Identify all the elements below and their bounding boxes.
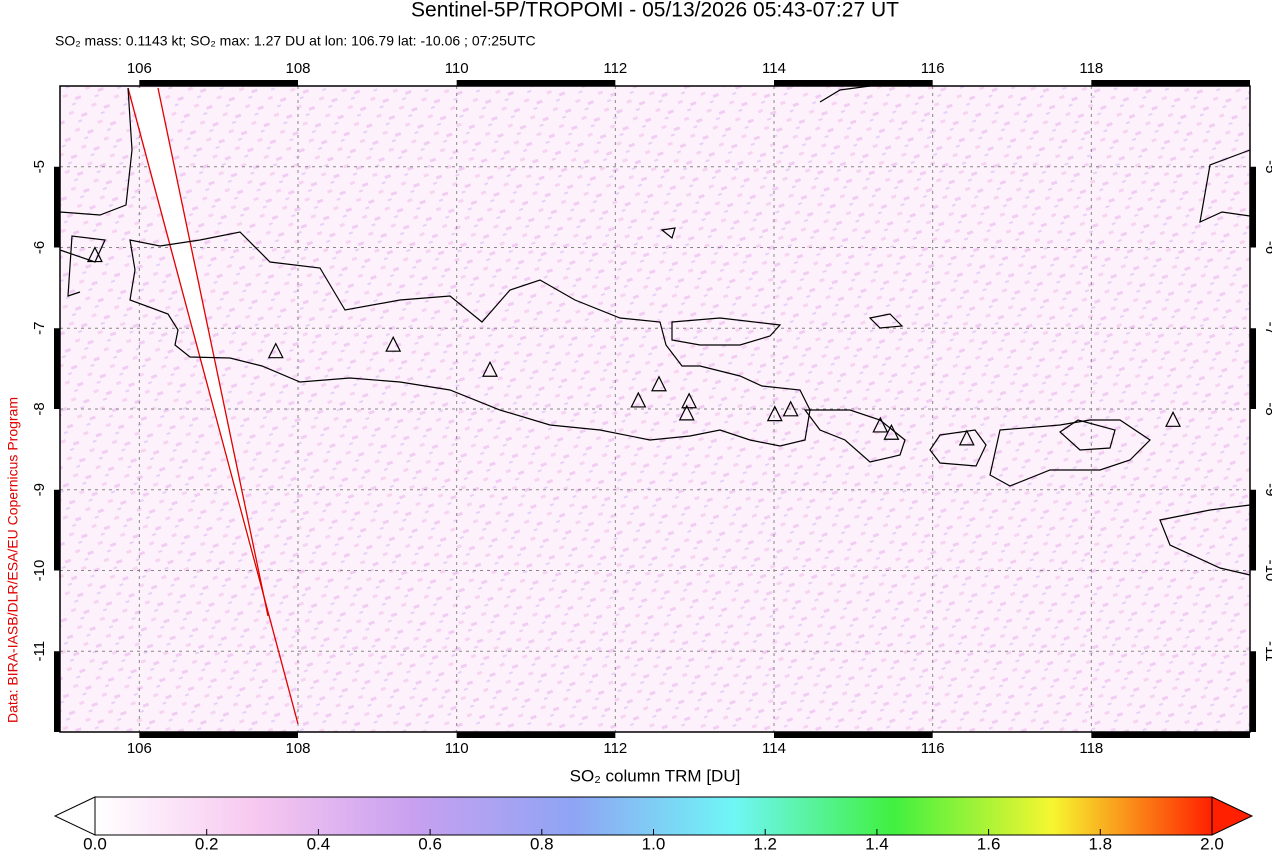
- volcano: [766, 405, 783, 422]
- y-tick-label: -6: [1262, 241, 1272, 254]
- sumbawa: [989, 419, 1151, 487]
- x-tick-label: 108: [285, 740, 310, 757]
- volcano: [650, 375, 667, 392]
- lombok: [929, 429, 987, 467]
- frame-bar: [456, 732, 616, 738]
- volcano: [482, 360, 498, 377]
- x-tick-label: 106: [127, 740, 152, 757]
- frame-bar: [54, 166, 60, 248]
- volcano: [385, 335, 402, 352]
- frame-bar: [54, 328, 60, 409]
- frame-bar: [1091, 80, 1250, 86]
- volcano: [681, 392, 698, 409]
- x-tick-label: 112: [603, 60, 627, 77]
- colorbar-label: SO₂ column TRM [DU]: [570, 766, 741, 785]
- y-tick-label: -9: [31, 483, 48, 496]
- coastlines: [59, 85, 1251, 576]
- x-tick-label: 114: [762, 60, 786, 77]
- y-tick-label: -10: [31, 560, 48, 582]
- frame-bar: [1250, 328, 1256, 409]
- madura: [671, 317, 782, 346]
- flores-sumba: [1159, 504, 1251, 576]
- x-tick-label: 112: [603, 740, 627, 757]
- x-tick-label: 118: [1079, 740, 1103, 757]
- colorbar-tick-label: 1.8: [1088, 834, 1112, 853]
- subtitle: SO₂ mass: 0.1143 kt; SO₂ max: 1.27 DU at…: [55, 33, 536, 49]
- orbit-edge: [127, 87, 299, 725]
- frame-bar: [139, 732, 298, 738]
- colorbar-tick-label: 2.0: [1200, 834, 1224, 853]
- colorbar-tick-label: 1.4: [865, 834, 889, 853]
- x-tick-label: 110: [445, 60, 469, 77]
- x-tick-label: 110: [445, 740, 469, 757]
- x-tick-label: 118: [1079, 60, 1103, 77]
- frame-bar: [1250, 651, 1256, 732]
- colorbar-tick-label: 1.0: [642, 834, 666, 853]
- x-tick-label: 116: [921, 60, 945, 77]
- colorbar-tick-label: 0.6: [418, 834, 442, 853]
- colorbar-gradient: [94, 796, 1213, 836]
- y-tick-label: -8: [1262, 402, 1272, 415]
- volcano: [958, 429, 975, 446]
- frame-bar: [1250, 489, 1256, 571]
- frame-bar: [1250, 166, 1256, 248]
- x-tick-label: 106: [127, 60, 152, 77]
- islets: [660, 227, 1116, 451]
- y-tick-label: -7: [31, 322, 48, 335]
- bali: [803, 409, 906, 463]
- y-tick-label: -8: [31, 402, 48, 415]
- colorbar-tick-label: 1.2: [753, 834, 777, 853]
- y-tick-label: -5: [31, 160, 48, 173]
- colorbar-tick-label: 0.0: [83, 834, 107, 853]
- title: Sentinel-5P/TROPOMI - 05/13/2026 05:43-0…: [411, 0, 899, 22]
- y-tick-label: -10: [1262, 560, 1272, 582]
- volcano: [630, 391, 647, 408]
- colorbar-tick-label: 1.6: [977, 834, 1001, 853]
- frame-bar: [139, 80, 298, 86]
- frame-bar: [774, 80, 933, 86]
- volcano: [782, 400, 799, 417]
- colorbar-tick-label: 0.2: [195, 834, 219, 853]
- data-credit: Data: BIRA-IASB/DLR/ESA/EU Copernicus Pr…: [5, 397, 21, 723]
- orbit-edge: [157, 87, 269, 617]
- y-tick-label: -11: [1262, 641, 1272, 662]
- y-tick-label: -5: [1262, 160, 1272, 173]
- y-tick-label: -7: [1262, 322, 1272, 335]
- volcano: [883, 423, 900, 440]
- frame-bar: [1091, 732, 1250, 738]
- axes: 106 106 108 108 110 110 112 112 114 114 116 116 118 1…: [31, 60, 1272, 757]
- volcanoes: [86, 246, 1182, 446]
- colorbar-tick-label: 0.4: [307, 834, 331, 853]
- volcano: [267, 342, 284, 359]
- colorbar-arrow-low: [53, 796, 96, 836]
- x-tick-label: 108: [285, 60, 310, 77]
- x-tick-label: 116: [921, 740, 945, 757]
- x-tick-label: 114: [762, 740, 786, 757]
- volcano: [678, 404, 695, 421]
- frame-bar: [456, 80, 616, 86]
- frame-bar: [54, 489, 60, 571]
- y-tick-label: -11: [31, 641, 48, 662]
- frame-bar: [54, 651, 60, 732]
- colorbar-arrow-high: [1211, 796, 1254, 836]
- volcano: [872, 416, 889, 433]
- java: [129, 231, 811, 447]
- y-tick-label: -6: [31, 241, 48, 254]
- borneo: [819, 85, 1251, 224]
- colorbar: 0.0 0.2 0.4 0.6 0.8 1.0 1.2 1.4 1.6 1.8 2.0: [53, 796, 1254, 853]
- volcano: [86, 246, 103, 263]
- y-tick-label: -9: [1262, 483, 1272, 496]
- volcano: [1165, 410, 1182, 427]
- frame-bar: [774, 732, 933, 738]
- colorbar-tick-label: 0.8: [530, 834, 554, 853]
